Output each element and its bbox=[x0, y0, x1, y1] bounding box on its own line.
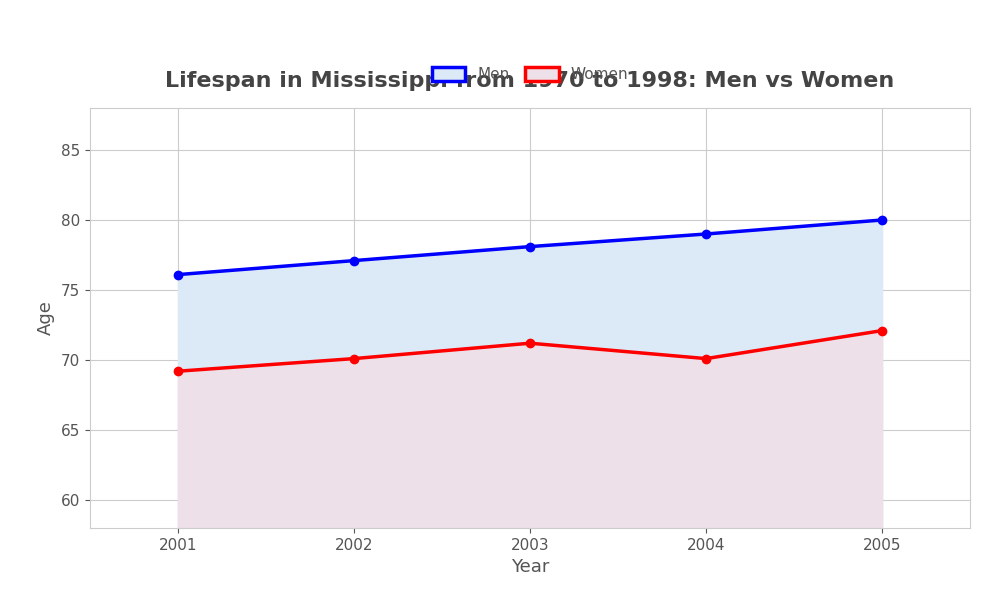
Y-axis label: Age: Age bbox=[37, 301, 55, 335]
X-axis label: Year: Year bbox=[511, 558, 549, 576]
Legend: Men, Women: Men, Women bbox=[425, 61, 635, 88]
Title: Lifespan in Mississippi from 1970 to 1998: Men vs Women: Lifespan in Mississippi from 1970 to 199… bbox=[165, 71, 895, 91]
